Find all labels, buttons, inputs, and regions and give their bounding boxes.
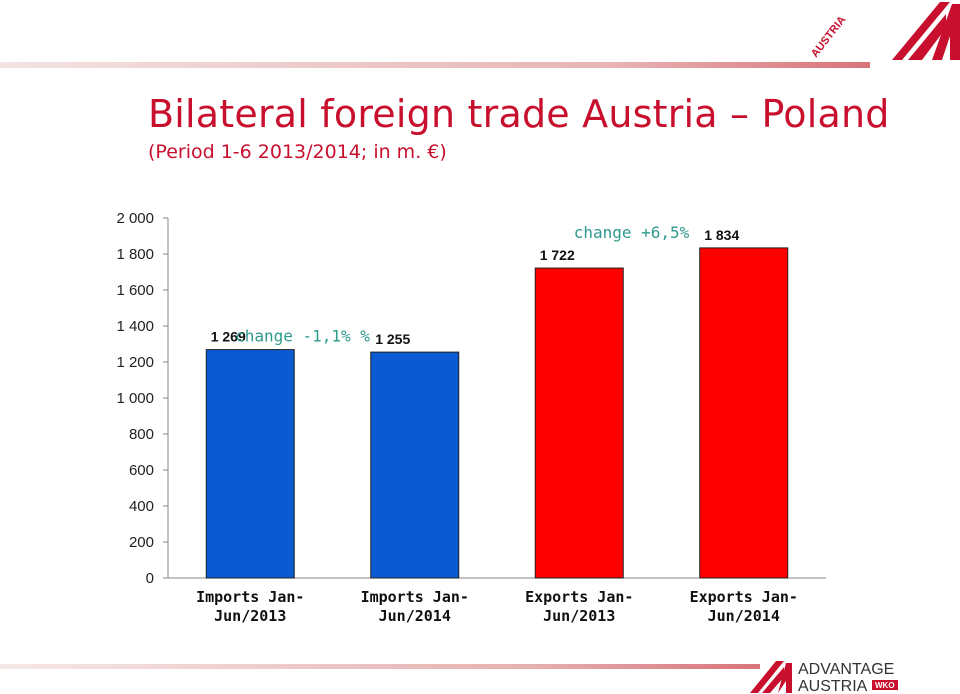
- category-label: Imports Jan-: [361, 588, 469, 606]
- austria-logo: AUSTRIA: [809, 2, 960, 60]
- y-tick-label: 400: [129, 498, 154, 515]
- advantage-austria-logo: ADVANTAGE AUSTRIA WKO: [750, 661, 898, 694]
- page-subtitle: (Period 1-6 2013/2014; in m. €): [148, 141, 447, 163]
- data-label: 1 834: [704, 227, 739, 243]
- category-label: Exports Jan-: [690, 588, 798, 606]
- category-label: Jun/2013: [543, 607, 615, 625]
- bar: [699, 247, 789, 579]
- data-label: 1 269: [211, 329, 246, 345]
- chart-bars: [205, 247, 789, 579]
- bar: [205, 349, 295, 579]
- trade-bar-chart: 0 200 400 600 800 1 000 1 200 1 400 1 600 1 800 2 …: [116, 210, 826, 625]
- data-label: 1 255: [375, 331, 410, 347]
- y-tick-label: 1 400: [116, 318, 154, 335]
- page-title: Bilateral foreign trade Austria – Poland: [148, 92, 890, 136]
- y-tick-label: 200: [129, 534, 154, 551]
- logo-line2: AUSTRIA: [798, 678, 868, 694]
- y-tick-label: 1 200: [116, 354, 154, 371]
- y-tick-label: 1 800: [116, 246, 154, 263]
- y-tick-label: 1 000: [116, 390, 154, 407]
- logo-badge: WKO: [875, 681, 895, 690]
- data-label: 1 722: [540, 247, 575, 263]
- change-annotation: change -1,1% %: [235, 327, 370, 346]
- bar: [534, 267, 624, 579]
- change-annotation: change +6,5%: [574, 223, 690, 242]
- y-tick-label: 2 000: [116, 210, 154, 227]
- y-tick-label: 800: [129, 426, 154, 443]
- category-label: Jun/2014: [708, 607, 780, 625]
- logo-line1: ADVANTAGE: [798, 661, 894, 678]
- category-label: Jun/2013: [214, 607, 286, 625]
- header-stripe: [0, 62, 870, 68]
- y-tick-label: 600: [129, 462, 154, 479]
- y-tick-label: 0: [146, 570, 154, 587]
- category-label: Exports Jan-: [525, 588, 633, 606]
- category-label: Jun/2014: [379, 607, 451, 625]
- category-label: Imports Jan-: [196, 588, 304, 606]
- logo-badge-box: [872, 680, 898, 690]
- footer-stripe: [0, 664, 760, 669]
- bar: [370, 351, 460, 579]
- austria-logo-text: AUSTRIA: [809, 14, 849, 60]
- y-tick-label: 1 600: [116, 282, 154, 299]
